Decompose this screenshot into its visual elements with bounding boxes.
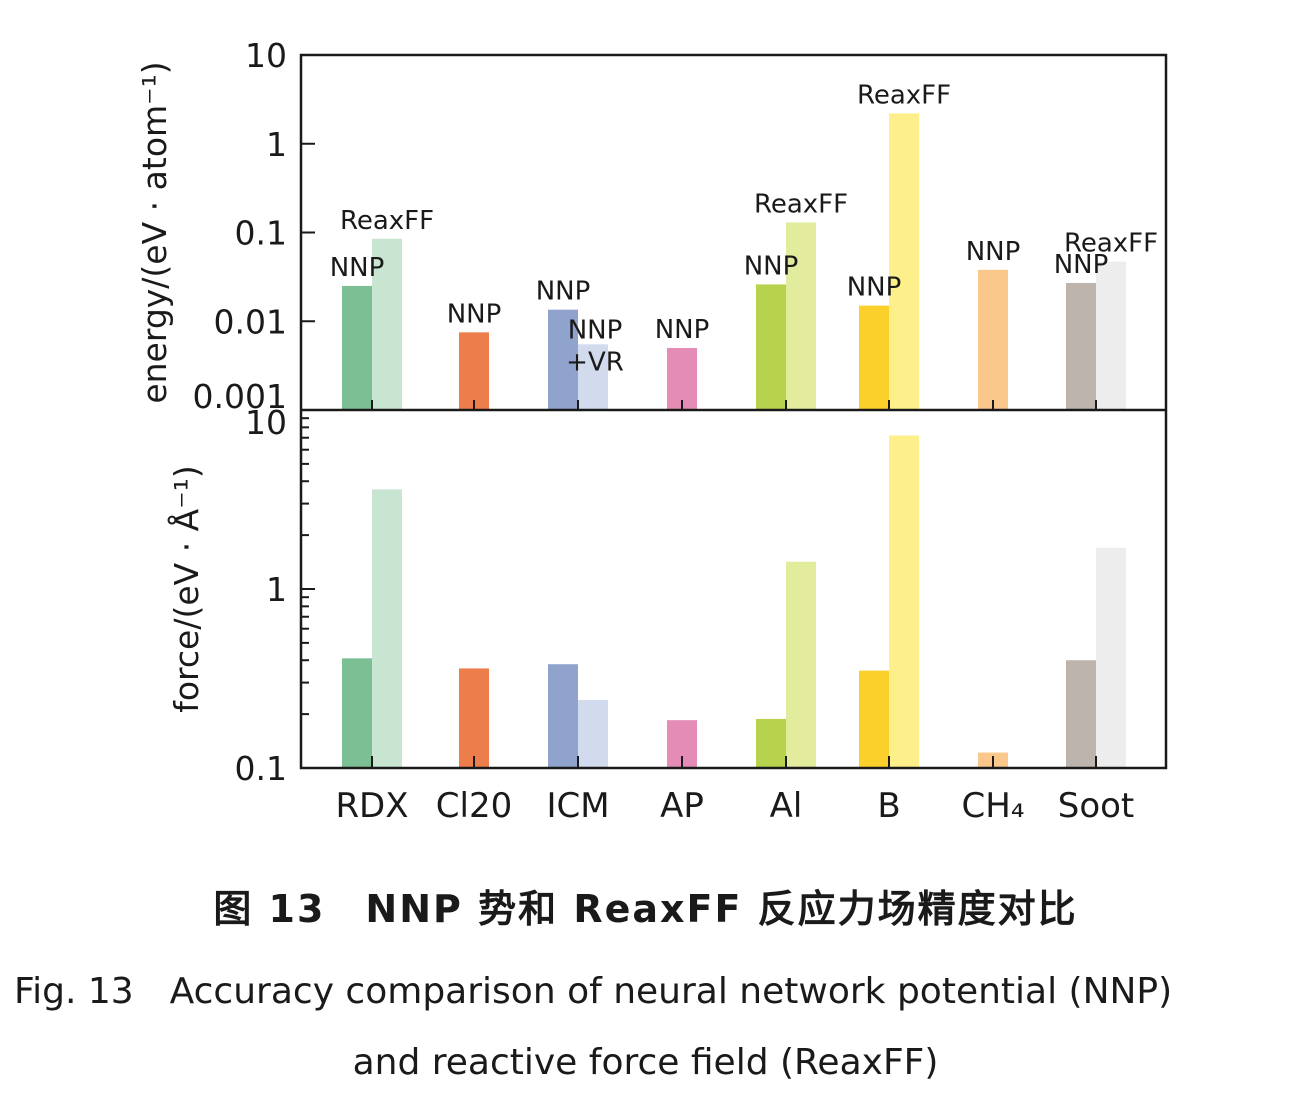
bar-energy-rdx-reaxff [372, 238, 402, 410]
bar-energy-soot-reaxff [1096, 261, 1126, 410]
bar-energy-b-nnp [859, 305, 889, 410]
bar-label-energy-rdx-nnp: NNP [330, 253, 385, 283]
bar-energy-soot-nnp [1066, 282, 1096, 410]
bar-force-soot-reaxff [1096, 547, 1126, 768]
bar-force-rdx-nnp [342, 658, 372, 768]
bar-label-energy-al-nnp: NNP [744, 251, 799, 281]
bar-label-energy-rdx-reaxff: ReaxFF [340, 206, 434, 236]
bar-force-b-reaxff [889, 435, 919, 768]
bar-energy-b-reaxff [889, 113, 919, 410]
bar-label-energy-soot-nnp: NNP [1054, 250, 1109, 280]
bars-layer [342, 113, 1126, 768]
bar-label-energy-icm-nnp: NNP [536, 277, 591, 307]
bar-label-energy-soot-reaxff: ReaxFF [1064, 229, 1158, 259]
x-tick-label-al: Al [770, 786, 803, 826]
x-tick-label-rdx: RDX [335, 786, 408, 826]
bar-label-energy-b-reaxff: ReaxFF [857, 80, 951, 110]
bar-label-energy-cl20-nnp: NNP [447, 299, 502, 329]
y-tick-label-energy-10: 10 [245, 36, 287, 75]
bar-force-soot-nnp [1066, 660, 1096, 768]
bar-label-energy-ch4-nnp: NNP [966, 237, 1021, 267]
y-tick-label-energy-0-1: 0.1 [235, 214, 287, 253]
plot-frame [299, 53, 1168, 770]
bar-energy-icm-nnp-vr [578, 344, 608, 410]
y-axis-label-force: force/(eV · Å⁻¹) [166, 465, 206, 713]
bar-energy-al-nnp [756, 284, 786, 410]
y-axis-label-energy: energy/(eV · atom⁻¹) [135, 61, 174, 403]
figure-caption-english-line-1: Fig. 13 Accuracy comparison of neural ne… [14, 971, 1173, 1012]
bar-energy-cl20-nnp [459, 332, 489, 410]
bar-force-al-nnp [756, 718, 786, 768]
ticks-layer: 0.001 0.01 0.1 1 10 0.1 1 10 RDX Cl20 ICM AP Al B CH₄ S… [193, 36, 1135, 826]
bar-force-al-reaxff [786, 561, 816, 768]
x-tick-label-ap: AP [660, 786, 704, 826]
bar-energy-ap-nnp [667, 347, 697, 410]
bar-label-energy-icm-nnp-vr: NNP [568, 315, 623, 345]
y-tick-label-energy-0-01: 0.01 [214, 302, 287, 341]
x-tick-label-soot: Soot [1058, 786, 1135, 826]
y-tick-label-force-0-1: 0.1 [235, 749, 287, 788]
bar-energy-al-reaxff [786, 222, 816, 410]
y-tick-label-force-1: 1 [266, 570, 287, 609]
bar-label-2-energy-icm-nnp-vr: +VR [566, 347, 624, 377]
y-tick-label-energy-0-001: 0.001 [193, 377, 287, 416]
bar-force-icm-nnp-vr [578, 699, 608, 768]
bar-energy-rdx-nnp [342, 285, 372, 410]
bar-force-icm-nnp [548, 664, 578, 768]
axes-layer: energy/(eV · atom⁻¹) force/(eV · Å⁻¹) [135, 53, 1168, 770]
x-tick-label-icm: ICM [546, 786, 609, 826]
bar-energy-ch4-nnp [978, 269, 1008, 410]
figure-caption-chinese: 图 13 NNP 势和 ReaxFF 反应力场精度对比 [213, 887, 1078, 931]
x-tick-label-cl20: Cl20 [436, 786, 512, 826]
x-tick-label-ch4: CH₄ [962, 786, 1025, 826]
chart: NNPReaxFFNNPNNPNNP+VRNNPNNPReaxFFNNPReax… [135, 36, 1168, 826]
y-tick-label-force-10: 10 [245, 403, 287, 442]
bar-labels-layer: NNPReaxFFNNPNNPNNP+VRNNPNNPReaxFFNNPReax… [330, 80, 1158, 377]
bar-force-cl20-nnp [459, 668, 489, 768]
bar-label-energy-b-nnp: NNP [847, 273, 902, 303]
y-tick-label-energy-1: 1 [266, 125, 287, 164]
bar-label-energy-al-reaxff: ReaxFF [754, 189, 848, 219]
bar-energy-icm-nnp [548, 309, 578, 410]
bar-force-b-nnp [859, 670, 889, 768]
figure-caption-english-line-2: and reactive force field (ReaxFF) [352, 1042, 939, 1083]
x-tick-label-b: B [877, 786, 900, 826]
bar-label-energy-ap-nnp: NNP [655, 315, 710, 345]
bar-force-rdx-reaxff [372, 489, 402, 768]
